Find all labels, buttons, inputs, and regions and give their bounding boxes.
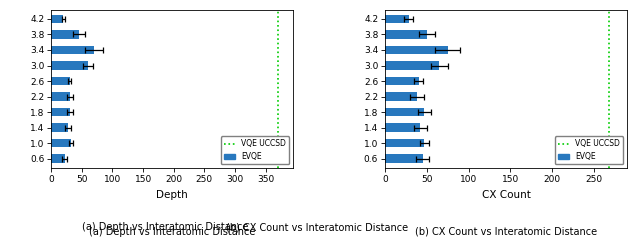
Bar (385, 123, 420, 132)
Bar (51, 61, 88, 70)
X-axis label: CX Count: CX Count (482, 190, 531, 199)
Bar (51, 154, 65, 163)
Bar (51, 92, 70, 101)
Bar (51, 139, 71, 147)
Text: (b) CX Count vs Interatomic Distance: (b) CX Count vs Interatomic Distance (226, 222, 408, 232)
Bar (385, 30, 427, 39)
Bar (51, 46, 94, 54)
Bar (51, 15, 63, 23)
Bar (385, 15, 408, 23)
Legend: VQE UCCSD, EVQE: VQE UCCSD, EVQE (221, 136, 289, 164)
Bar (385, 61, 440, 70)
Bar (385, 108, 424, 116)
Bar (51, 108, 70, 116)
Bar (385, 77, 419, 85)
Legend: VQE UCCSD, EVQE: VQE UCCSD, EVQE (555, 136, 623, 164)
Bar (51, 30, 79, 39)
Bar (385, 92, 417, 101)
Bar (385, 139, 424, 147)
Text: (a) Depth vs Interatomic Distance: (a) Depth vs Interatomic Distance (89, 227, 255, 237)
Bar (51, 77, 70, 85)
Bar (385, 46, 448, 54)
Bar (51, 123, 68, 132)
Text: (a) Depth vs Interatomic Distance: (a) Depth vs Interatomic Distance (82, 222, 248, 232)
Bar (385, 154, 423, 163)
X-axis label: Depth: Depth (156, 190, 188, 199)
Text: (b) CX Count vs Interatomic Distance: (b) CX Count vs Interatomic Distance (415, 227, 597, 237)
